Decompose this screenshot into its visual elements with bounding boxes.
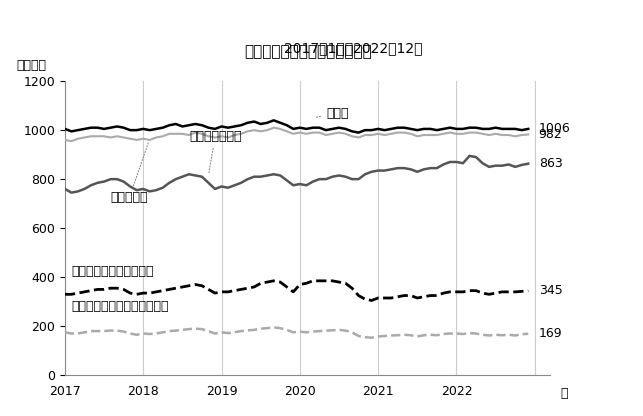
Text: 1006: 1006 bbox=[539, 122, 570, 135]
Title: 主な産業別雇用者数（原数値）: 主な産業別雇用者数（原数値） bbox=[244, 44, 372, 59]
Text: 2017年1月〜2022年12月: 2017年1月〜2022年12月 bbox=[284, 41, 423, 55]
Y-axis label: （万人）: （万人） bbox=[16, 59, 46, 72]
Text: 863: 863 bbox=[539, 157, 563, 170]
Text: 製造業: 製造業 bbox=[316, 106, 349, 120]
Text: 卸売業，小売業: 卸売業，小売業 bbox=[189, 130, 241, 173]
Text: 982: 982 bbox=[539, 128, 563, 141]
Text: 年: 年 bbox=[560, 387, 568, 400]
Text: 生活関連サービス業，娯楽業: 生活関連サービス業，娯楽業 bbox=[71, 300, 169, 313]
Text: 169: 169 bbox=[539, 327, 563, 340]
Text: 医療，福祉: 医療，福祉 bbox=[111, 141, 149, 204]
Text: 345: 345 bbox=[539, 284, 563, 297]
Text: 宿泊業，飲食サービス業: 宿泊業，飲食サービス業 bbox=[71, 265, 154, 278]
